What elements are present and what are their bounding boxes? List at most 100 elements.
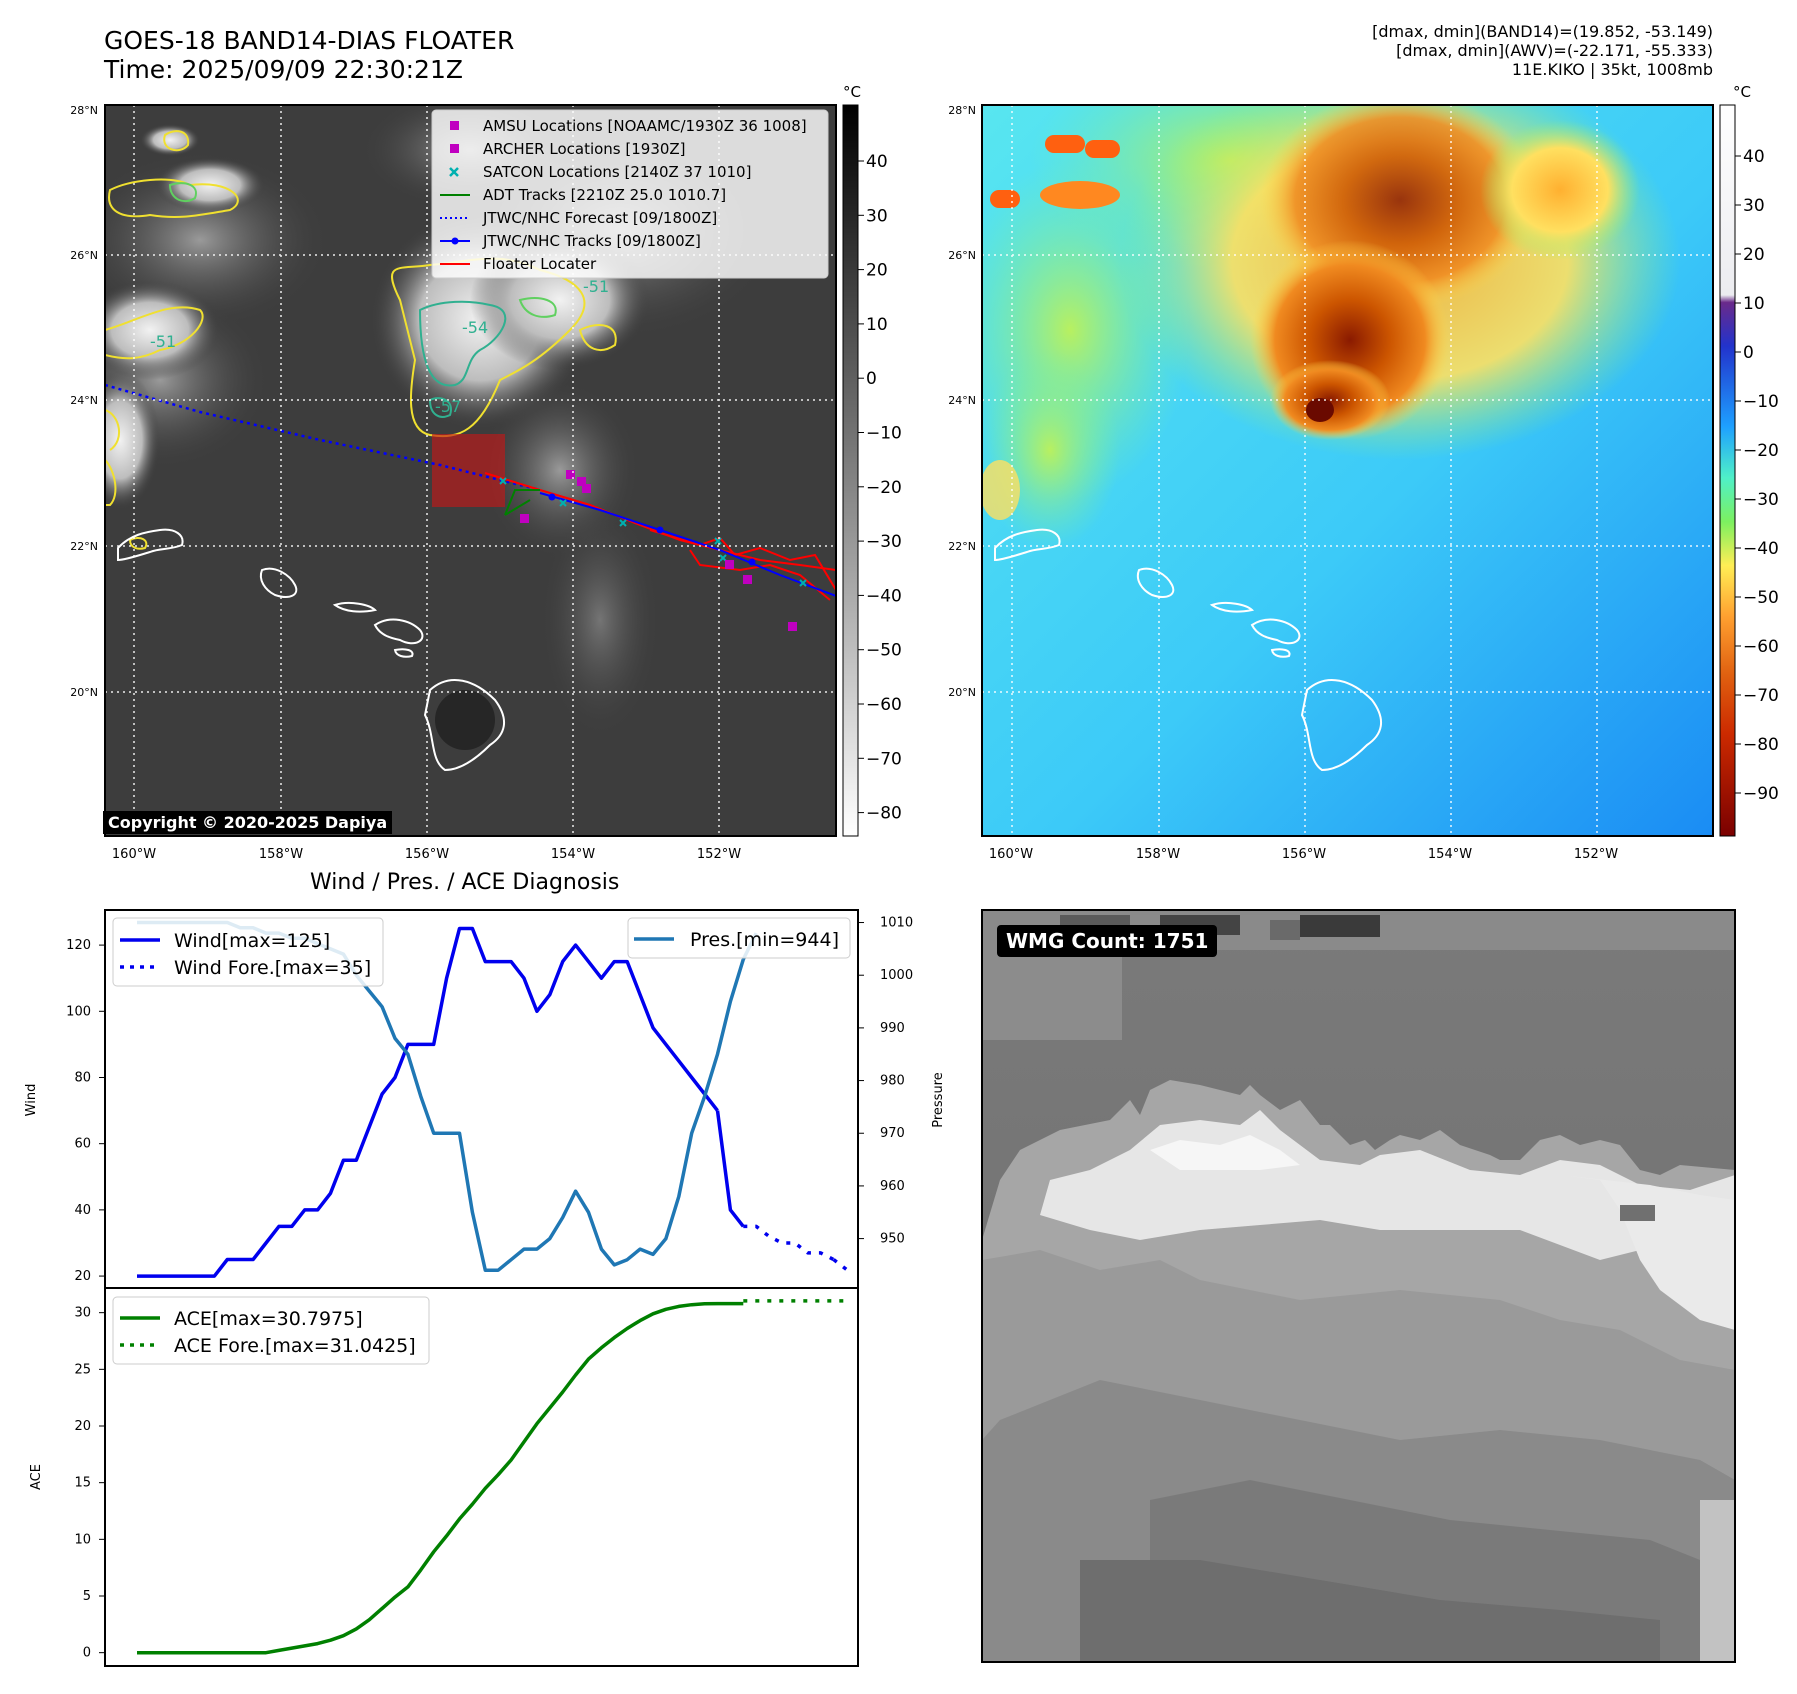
pressure-axis-tick-label: 1000 <box>880 968 913 983</box>
wind-pressure-panel: 20 40 60 80 100 120 950 960 970 980 990 1000 1010 W… <box>24 909 946 1289</box>
lat-label: 24°N <box>70 394 98 407</box>
awv-map-gridlines <box>982 105 1713 836</box>
ace-axis-tick-label: 5 <box>83 1589 91 1604</box>
lon-label: 158°W <box>1136 847 1180 862</box>
legend-entry: ADT Tracks [2210Z 25.0 1010.7] <box>440 186 726 204</box>
lat-label: 24°N <box>948 394 976 407</box>
colorbar-tick-label: −80 <box>866 804 902 824</box>
awv-map-panel: °C 40 30 20 10 0 −10 −20 −30 −40 −50 −60 −70 −80 −90 <box>981 83 1779 837</box>
colorbar-tick-label: −60 <box>866 695 902 715</box>
colorbar-tick-label: 0 <box>1743 343 1754 363</box>
map-lon-labels: 160°W 160°W 158°W 158°W 156°W 156°W 154°W 154°W… <box>112 847 1618 862</box>
ace-axis-tick-label: 0 <box>83 1646 91 1661</box>
pressure-axis-tick-label: 990 <box>880 1021 905 1036</box>
lat-label: 28°N <box>70 104 98 117</box>
pressure-axis-label: Pressure <box>931 1072 946 1128</box>
legend-x-marker <box>449 167 459 177</box>
pressure-axis-tick-label: 980 <box>880 1074 905 1089</box>
stats-awv: [dmax, dmin](AWV)=(-22.171, -55.333) <box>1396 41 1713 60</box>
diagnosis-title: Wind / Pres. / ACE Diagnosis <box>310 870 620 895</box>
wind-axis-tick-label: 120 <box>66 938 91 953</box>
legend-label: SATCON Locations [2140Z 37 1010] <box>483 163 751 181</box>
legend-square-marker <box>450 121 459 130</box>
wind-line <box>137 926 719 1278</box>
awv-coastlines <box>994 528 1382 772</box>
colorbar-tick-label: 30 <box>1743 196 1765 216</box>
title-line2: Time: 2025/09/09 22:30:21Z <box>104 55 463 84</box>
legend-label: Floater Locater <box>483 255 597 273</box>
ace-plot <box>137 1299 847 1655</box>
colorbar-tick-label: −20 <box>866 478 902 498</box>
lon-label: 158°W <box>259 847 303 862</box>
gray-colorbar-unit: °C <box>843 83 861 101</box>
wind-axis-tick-label: 80 <box>74 1070 91 1085</box>
lon-label: 154°W <box>551 847 595 862</box>
ir-map-frame <box>104 104 837 837</box>
pressure-axis-tick-label: 950 <box>880 1232 905 1247</box>
lon-label: 160°W <box>989 847 1033 862</box>
colorbar-tick-label: −40 <box>1743 539 1779 559</box>
wind-axis-ticks: 20 40 60 80 100 120 <box>66 938 105 1284</box>
title-line1: GOES-18 BAND14-DIAS FLOATER <box>104 26 515 55</box>
wind-forecast-line <box>743 1224 835 1262</box>
colorbar-tick-label: −10 <box>866 424 902 444</box>
color-colorbar-ticks: 40 30 20 10 0 −10 −20 −30 −40 −50 −60 −70 −80 −90 <box>1735 147 1779 804</box>
stats-band14: [dmax, dmin](BAND14)=(19.852, -53.149) <box>1372 22 1713 41</box>
legend-ace: ACE[max=30.7975] <box>174 1308 363 1330</box>
wind-axis-tick-label: 40 <box>74 1203 91 1218</box>
storm-info: 11E.KIKO | 35kt, 1008mb <box>1511 60 1713 79</box>
pressure-legend: Pres.[min=944] <box>627 917 851 959</box>
ace-axis-tick-label: 10 <box>74 1532 91 1547</box>
colorbar-tick-label: −40 <box>866 586 902 606</box>
pressure-axis-tick-label: 970 <box>880 1126 905 1141</box>
awv-cloud-field <box>982 105 1680 550</box>
copyright-label: Copyright © 2020-2025 Dapiya <box>103 811 393 834</box>
lon-label: 156°W <box>405 847 449 862</box>
lon-label: 160°W <box>112 847 156 862</box>
colorbar-tick-label: 40 <box>1743 147 1765 167</box>
colorbar-tick-label: 30 <box>866 206 888 226</box>
ace-line <box>137 1301 744 1655</box>
awv-map-frame <box>981 104 1714 837</box>
colorbar-tick-label: −60 <box>1743 637 1779 657</box>
colorbar-tick-label: −10 <box>1743 392 1779 412</box>
legend-entry: ARCHER Locations [1930Z] <box>450 140 686 158</box>
colorbar-tick-label: −90 <box>1743 784 1779 804</box>
pressure-axis-ticks: 950 960 970 980 990 1000 1010 <box>858 916 913 1247</box>
ace-axis-tick-label: 30 <box>74 1306 91 1321</box>
colorbar-tick-label: 40 <box>866 152 888 172</box>
colorbar-tick-label: −70 <box>1743 686 1779 706</box>
floater-locater-box <box>432 434 505 507</box>
legend-label: AMSU Locations [NOAAMC/1930Z 36 1008] <box>483 117 807 135</box>
wind-forecast-line <box>832 1258 848 1271</box>
contour-label: -51 <box>583 277 609 296</box>
ir-coastlines <box>117 528 505 772</box>
legend-square-marker <box>450 144 459 153</box>
ace-axis-tick-label: 25 <box>74 1362 91 1377</box>
colorbar-tick-label: −30 <box>1743 490 1779 510</box>
color-colorbar <box>1719 104 1736 837</box>
legend-label: ADT Tracks [2210Z 25.0 1010.7] <box>483 186 726 204</box>
colorbar-tick-label: 0 <box>866 369 877 389</box>
wind-axis-tick-label: 60 <box>74 1137 91 1152</box>
jtwc-track <box>539 492 836 597</box>
ace-legend: ACE[max=30.7975] ACE Fore.[max=31.0425] <box>112 1296 430 1365</box>
ir-map-legend: AMSU Locations [NOAAMC/1930Z 36 1008] ARC… <box>431 109 829 279</box>
colorbar-tick-label: −20 <box>1743 441 1779 461</box>
colorbar-tick-label: 10 <box>1743 294 1765 314</box>
legend-wind-forecast: Wind Fore.[max=35] <box>174 957 371 979</box>
lat-label: 26°N <box>70 249 98 262</box>
lat-label: 22°N <box>948 540 976 553</box>
contour-label: -51 <box>150 332 176 351</box>
legend-entry: JTWC/NHC Tracks [09/1800Z] <box>440 232 701 250</box>
legend-pressure: Pres.[min=944] <box>690 929 839 951</box>
lon-label: 154°W <box>1428 847 1472 862</box>
legend-dot-marker <box>451 237 459 245</box>
color-colorbar-unit: °C <box>1733 83 1751 101</box>
lat-label: 20°N <box>70 686 98 699</box>
legend-entry: JTWC/NHC Forecast [09/1800Z] <box>440 209 717 227</box>
lat-label: 26°N <box>948 249 976 262</box>
lon-label: 152°W <box>697 847 741 862</box>
wind-axis-tick-label: 20 <box>74 1269 91 1284</box>
